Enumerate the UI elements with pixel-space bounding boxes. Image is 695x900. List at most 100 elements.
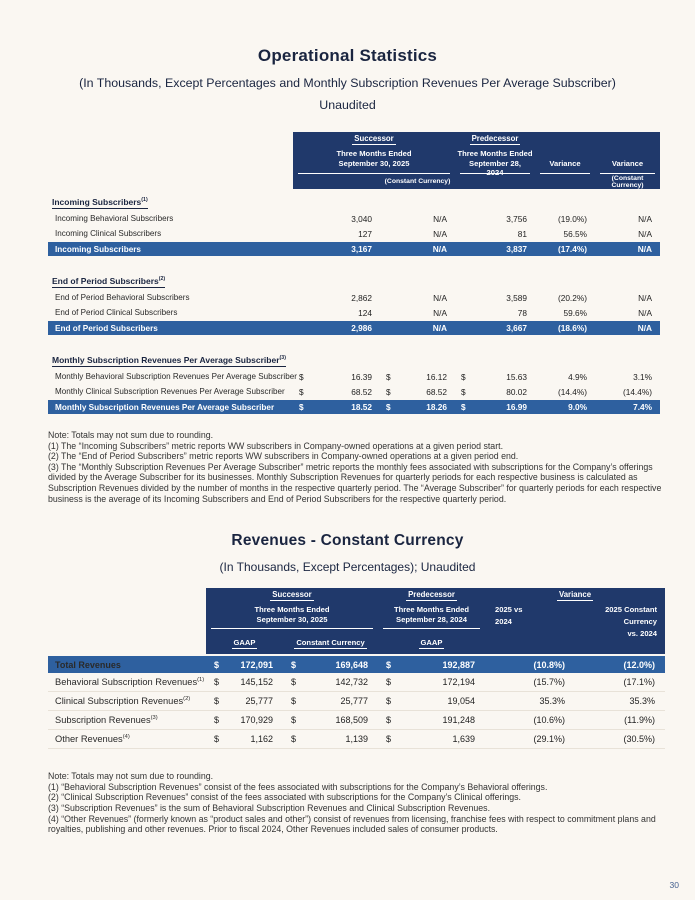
cell-variance: 59.6% — [563, 307, 587, 318]
total-revenues-row: Total Revenues $172,091 $169,648 $192,88… — [48, 656, 665, 674]
table-row: Incoming Behavioral Subscribers 3,040 N/… — [48, 211, 660, 226]
cell-variance-cc: (30.5%) — [623, 734, 655, 745]
cell-variance-cc: (14.4%) — [622, 386, 652, 397]
period-2025-header: September 30, 2025 — [298, 159, 450, 174]
cell-2025: $68.52 — [299, 386, 372, 397]
cell-variance: (15.7%) — [533, 677, 565, 688]
successor-column-group: Successor Three Months Ended September 3… — [293, 132, 455, 189]
constant-currency-header: Constant Currency — [294, 638, 367, 650]
cell-2025: 124 — [358, 307, 372, 318]
cell-variance-cc: N/A — [637, 244, 652, 254]
table1-footnotes: Note: Totals may not sum due to rounding… — [48, 430, 662, 504]
section2-subtitle: (In Thousands, Except Percentages); Unau… — [219, 560, 476, 575]
cell-gaap-2024: $172,194 — [386, 677, 475, 688]
footnote: Note: Totals may not sum due to rounding… — [48, 771, 214, 782]
constant-currency-header: (Constant Currency) — [611, 174, 644, 189]
total-row-incoming-subscribers: Incoming Subscribers 3,167 N/A 3,837 (17… — [48, 242, 660, 256]
cell-variance-cc: (12.0%) — [623, 659, 655, 670]
cell-cc: N/A — [432, 244, 447, 254]
successor-header: Successor — [352, 134, 396, 145]
footnote: (1) “Behavioral Subscription Revenues” c… — [48, 781, 548, 792]
cell-variance: 56.5% — [563, 228, 587, 239]
cell-cc: $18.26 — [386, 402, 447, 412]
period-2025-header: September 30, 2025 — [211, 615, 373, 630]
operational-statistics-table: Successor Three Months Ended September 3… — [48, 132, 660, 414]
predecessor-header: Predecessor — [469, 134, 521, 145]
cell-cc-2025: $142,732 — [291, 677, 368, 688]
cell-cc: N/A — [433, 292, 447, 303]
group-heading-end-of-period-subscribers: End of Period Subscribers(2) — [52, 276, 166, 288]
footnote: Note: Totals may not sum due to rounding… — [48, 430, 214, 440]
cell-variance-cc: (11.9%) — [624, 715, 655, 726]
table-row: Incoming Clinical Subscribers 127 N/A 81… — [48, 226, 660, 241]
revenues-constant-currency-table: Successor Three Months Ended September 3… — [48, 588, 665, 750]
cell-cc: N/A — [433, 228, 447, 239]
cell-cc-2025: $25,777 — [291, 696, 368, 707]
cell-cc: $68.52 — [386, 386, 447, 397]
three-months-ended-label: Three Months Ended — [457, 148, 533, 158]
variance-2025-vs-2024-header: 2025 vs 2024 — [495, 605, 523, 627]
cell-2025: 3,167 — [351, 244, 372, 254]
page-number: 30 — [669, 880, 679, 890]
three-months-ended-label: Three Months Ended — [393, 604, 470, 614]
cell-variance: (10.8%) — [533, 659, 565, 670]
table-row: Clinical Subscription Revenues(2) $25,77… — [48, 692, 665, 712]
table-row: Subscription Revenues(3) $170,929 $168,5… — [48, 711, 665, 731]
variance-cc-column-group: Variance (Constant Currency) — [595, 132, 660, 189]
unaudited-label: Unaudited — [319, 98, 376, 112]
cell-2024: $16.99 — [461, 402, 527, 412]
footnote: (1) The “Incoming Subscribers” metric re… — [48, 440, 504, 451]
cell-variance-cc: 3.1% — [633, 371, 652, 382]
three-months-ended-label: Three Months Ended — [254, 604, 330, 614]
cell-2024: 81 — [517, 228, 527, 239]
section2-title: Revenues - Constant Currency — [231, 532, 464, 550]
table2-header: Successor Three Months Ended September 3… — [48, 588, 665, 655]
table-row: End of Period Behavioral Subscribers 2,8… — [48, 290, 660, 305]
variance-header: Variance — [556, 590, 594, 602]
cell-cc: $16.12 — [386, 371, 447, 382]
gaap-header: GAAP — [231, 638, 258, 650]
cell-2024: 3,589 — [506, 292, 527, 303]
total-row-monthly-subscription-revenues: Monthly Subscription Revenues Per Averag… — [48, 400, 660, 414]
cell-gaap-2025: $1,162 — [214, 734, 273, 745]
cell-variance: 9.0% — [568, 402, 587, 412]
cell-2024: $15.63 — [461, 371, 527, 382]
predecessor-column-group: Predecessor Three Months Ended September… — [455, 132, 535, 189]
variance-constant-currency-header: 2025 Constant Currency vs. 2024 — [605, 605, 657, 639]
table-row: Behavioral Subscription Revenues(1) $145… — [48, 673, 665, 693]
variance-column-group: Variance 2025 vs 2024 2025 Constant Curr… — [485, 588, 665, 654]
cell-cc: N/A — [433, 213, 447, 224]
cell-2024: 78 — [517, 307, 527, 318]
cell-cc: N/A — [432, 323, 447, 333]
cell-2025: 2,862 — [351, 292, 372, 303]
predecessor-column-group: Predecessor Three Months Ended September… — [378, 588, 485, 654]
cell-2024: 3,667 — [506, 323, 527, 333]
successor-column-group: Successor Three Months Ended September 3… — [206, 588, 378, 654]
cell-cc: N/A — [433, 307, 447, 318]
table-row: Monthly Clinical Subscription Revenues P… — [48, 384, 660, 399]
cell-gaap-2025: $25,777 — [214, 696, 273, 707]
constant-currency-header: (Constant Currency) — [384, 178, 451, 185]
variance-column-group: Variance — [535, 132, 595, 189]
cell-2025: 127 — [358, 228, 372, 239]
page-title: Operational Statistics — [257, 46, 438, 65]
table-row: Other Revenues(4) $1,162 $1,139 $1,639 (… — [48, 730, 665, 750]
footnote: (2) The “End of Period Subscribers” metr… — [48, 451, 519, 462]
cell-2024: 3,837 — [506, 244, 527, 254]
cell-variance-cc: N/A — [637, 323, 652, 333]
cell-variance: (18.6%) — [557, 323, 587, 333]
footnote: (4) “Other Revenues” (formerly known as … — [48, 813, 656, 835]
cell-variance-cc: N/A — [638, 213, 652, 224]
footnote: (3) “Subscription Revenues” is the sum o… — [48, 802, 491, 813]
cell-cc-2025: $169,648 — [291, 659, 368, 670]
predecessor-header: Predecessor — [406, 590, 457, 602]
cell-gaap-2025: $145,152 — [214, 677, 273, 688]
cell-variance: 4.9% — [568, 371, 587, 382]
variance-header: Variance — [600, 159, 655, 174]
period-2024-header: September 28, 2024 — [383, 615, 480, 630]
cell-gaap-2024: $19,054 — [386, 696, 475, 707]
cell-variance: (17.4%) — [557, 244, 587, 254]
page-subtitle: (In Thousands, Except Percentages and Mo… — [79, 76, 616, 90]
cell-variance: (29.1%) — [533, 734, 565, 745]
